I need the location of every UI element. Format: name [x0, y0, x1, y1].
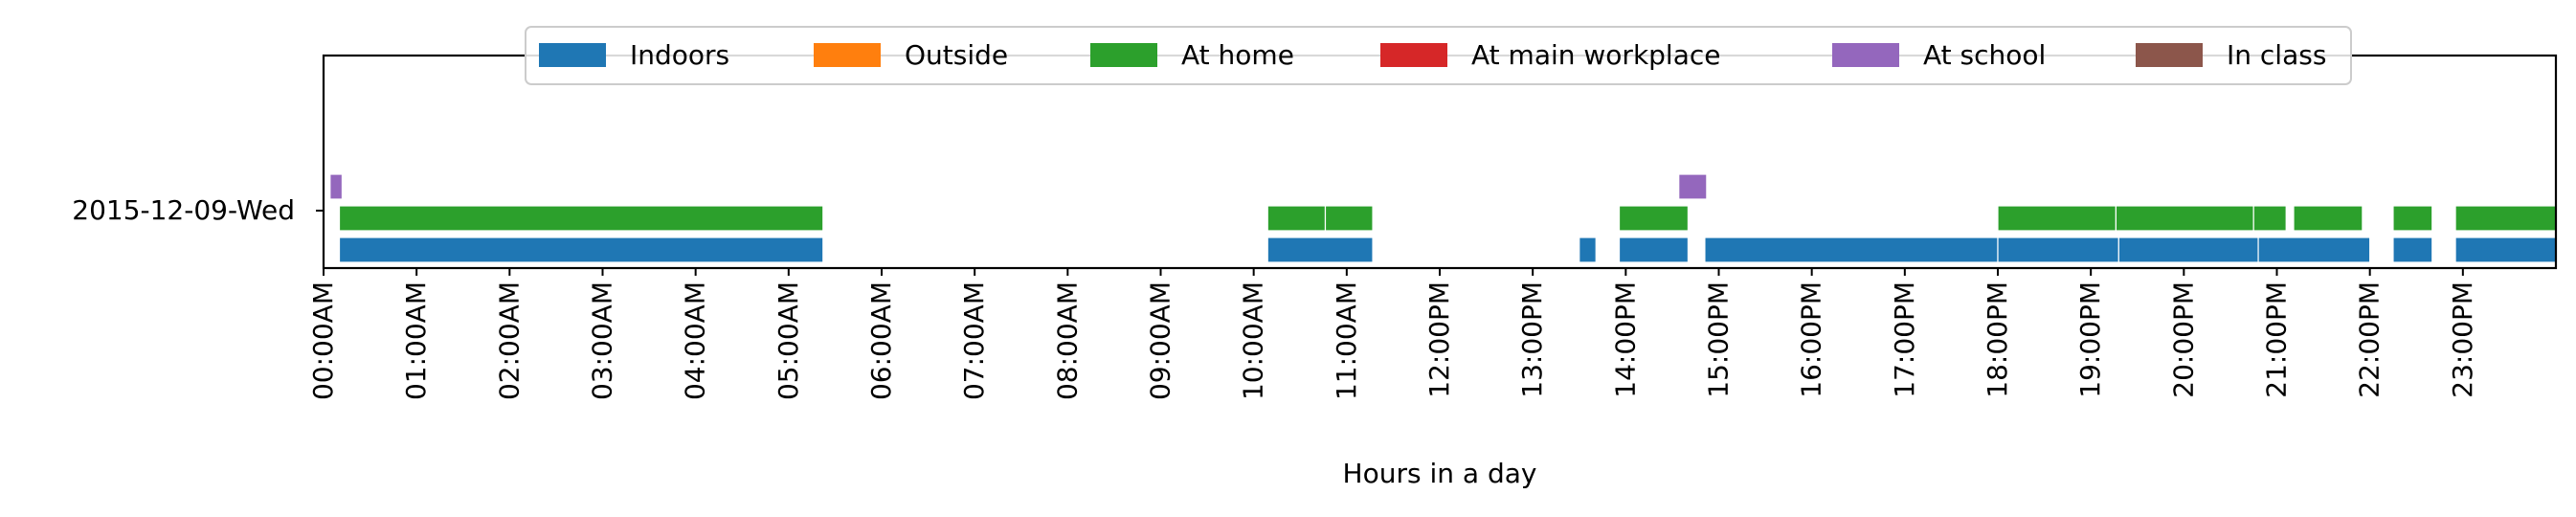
- plot-frame: [322, 54, 2558, 270]
- bar-at-school: [1678, 173, 1708, 200]
- legend-swatch: [1832, 43, 1899, 67]
- x-tick-label: 17:00PM: [1889, 281, 1920, 398]
- x-tick-label: 20:00PM: [2167, 281, 2199, 398]
- x-axis-label: Hours in a day: [1343, 458, 1537, 489]
- x-tick-label: 21:00PM: [2261, 281, 2293, 398]
- x-tick-label: 11:00AM: [1331, 281, 1362, 400]
- bar-at-home: [2115, 205, 2254, 232]
- legend-label: In class: [2227, 39, 2326, 71]
- bars-layer: [329, 173, 2557, 263]
- bar-indoors: [2454, 236, 2557, 263]
- bar-at-home: [1997, 205, 2117, 232]
- x-tick-label: 05:00AM: [773, 281, 804, 400]
- bar-indoors: [2117, 236, 2259, 263]
- x-axis-ticks: 00:00AM 01:00AM 02:00AM 03:00AM 04:00AM 05:00…: [307, 268, 2478, 400]
- legend-swatch: [814, 43, 881, 67]
- legend-swatch: [539, 43, 606, 67]
- bar-indoors: [1997, 236, 2119, 263]
- x-tick-label: 00:00AM: [307, 281, 339, 400]
- x-tick-label: 15:00PM: [1703, 281, 1735, 398]
- x-tick-label: 02:00AM: [493, 281, 525, 400]
- bar-at-home: [338, 205, 824, 232]
- x-tick-label: 10:00AM: [1238, 281, 1269, 400]
- legend-label: At main workplace: [1471, 39, 1721, 71]
- legend-label: At home: [1181, 39, 1294, 71]
- legend: Indoors Outside At home At main workplace At…: [525, 26, 2352, 85]
- x-tick-label: 13:00PM: [1516, 281, 1548, 398]
- legend-label: Outside: [905, 39, 1008, 71]
- bar-at-home: [1618, 205, 1690, 232]
- bar-at-school: [329, 173, 344, 200]
- legend-swatch: [1380, 43, 1447, 67]
- x-tick-label: 06:00AM: [865, 281, 897, 400]
- bar-indoors: [2257, 236, 2371, 263]
- x-tick-label: 14:00PM: [1609, 281, 1641, 398]
- x-tick-label: 04:00AM: [680, 281, 711, 400]
- legend-swatch: [2136, 43, 2203, 67]
- x-tick-label: 03:00AM: [587, 281, 618, 400]
- x-tick-label: 08:00AM: [1051, 281, 1083, 400]
- x-tick-label: 23:00PM: [2447, 281, 2478, 398]
- bar-at-home: [2454, 205, 2557, 232]
- x-tick-label: 22:00PM: [2354, 281, 2386, 398]
- bar-indoors: [338, 236, 824, 263]
- bar-indoors: [1579, 236, 1597, 263]
- x-tick-label: 07:00AM: [958, 281, 990, 400]
- bar-indoors: [2392, 236, 2433, 263]
- bar-at-home: [2392, 205, 2433, 232]
- x-tick-label: 18:00PM: [1982, 281, 2013, 398]
- x-tick-label: 12:00PM: [1423, 281, 1455, 398]
- bar-indoors: [1704, 236, 1999, 263]
- x-tick-label: 19:00PM: [2074, 281, 2106, 398]
- bar-at-home: [1266, 205, 1327, 232]
- bar-indoors: [1618, 236, 1690, 263]
- x-tick-label: 01:00AM: [400, 281, 432, 400]
- y-tick-label: 2015-12-09-Wed: [72, 194, 295, 226]
- x-tick-label: 09:00AM: [1145, 281, 1176, 400]
- bar-at-home: [2252, 205, 2287, 232]
- bar-indoors: [1266, 236, 1374, 263]
- x-tick-label: 16:00PM: [1796, 281, 1827, 398]
- legend-label: Indoors: [630, 39, 729, 71]
- legend-label: At school: [1923, 39, 2046, 71]
- bar-at-home: [2293, 205, 2363, 232]
- bar-at-home: [1324, 205, 1374, 232]
- legend-swatch: [1090, 43, 1157, 67]
